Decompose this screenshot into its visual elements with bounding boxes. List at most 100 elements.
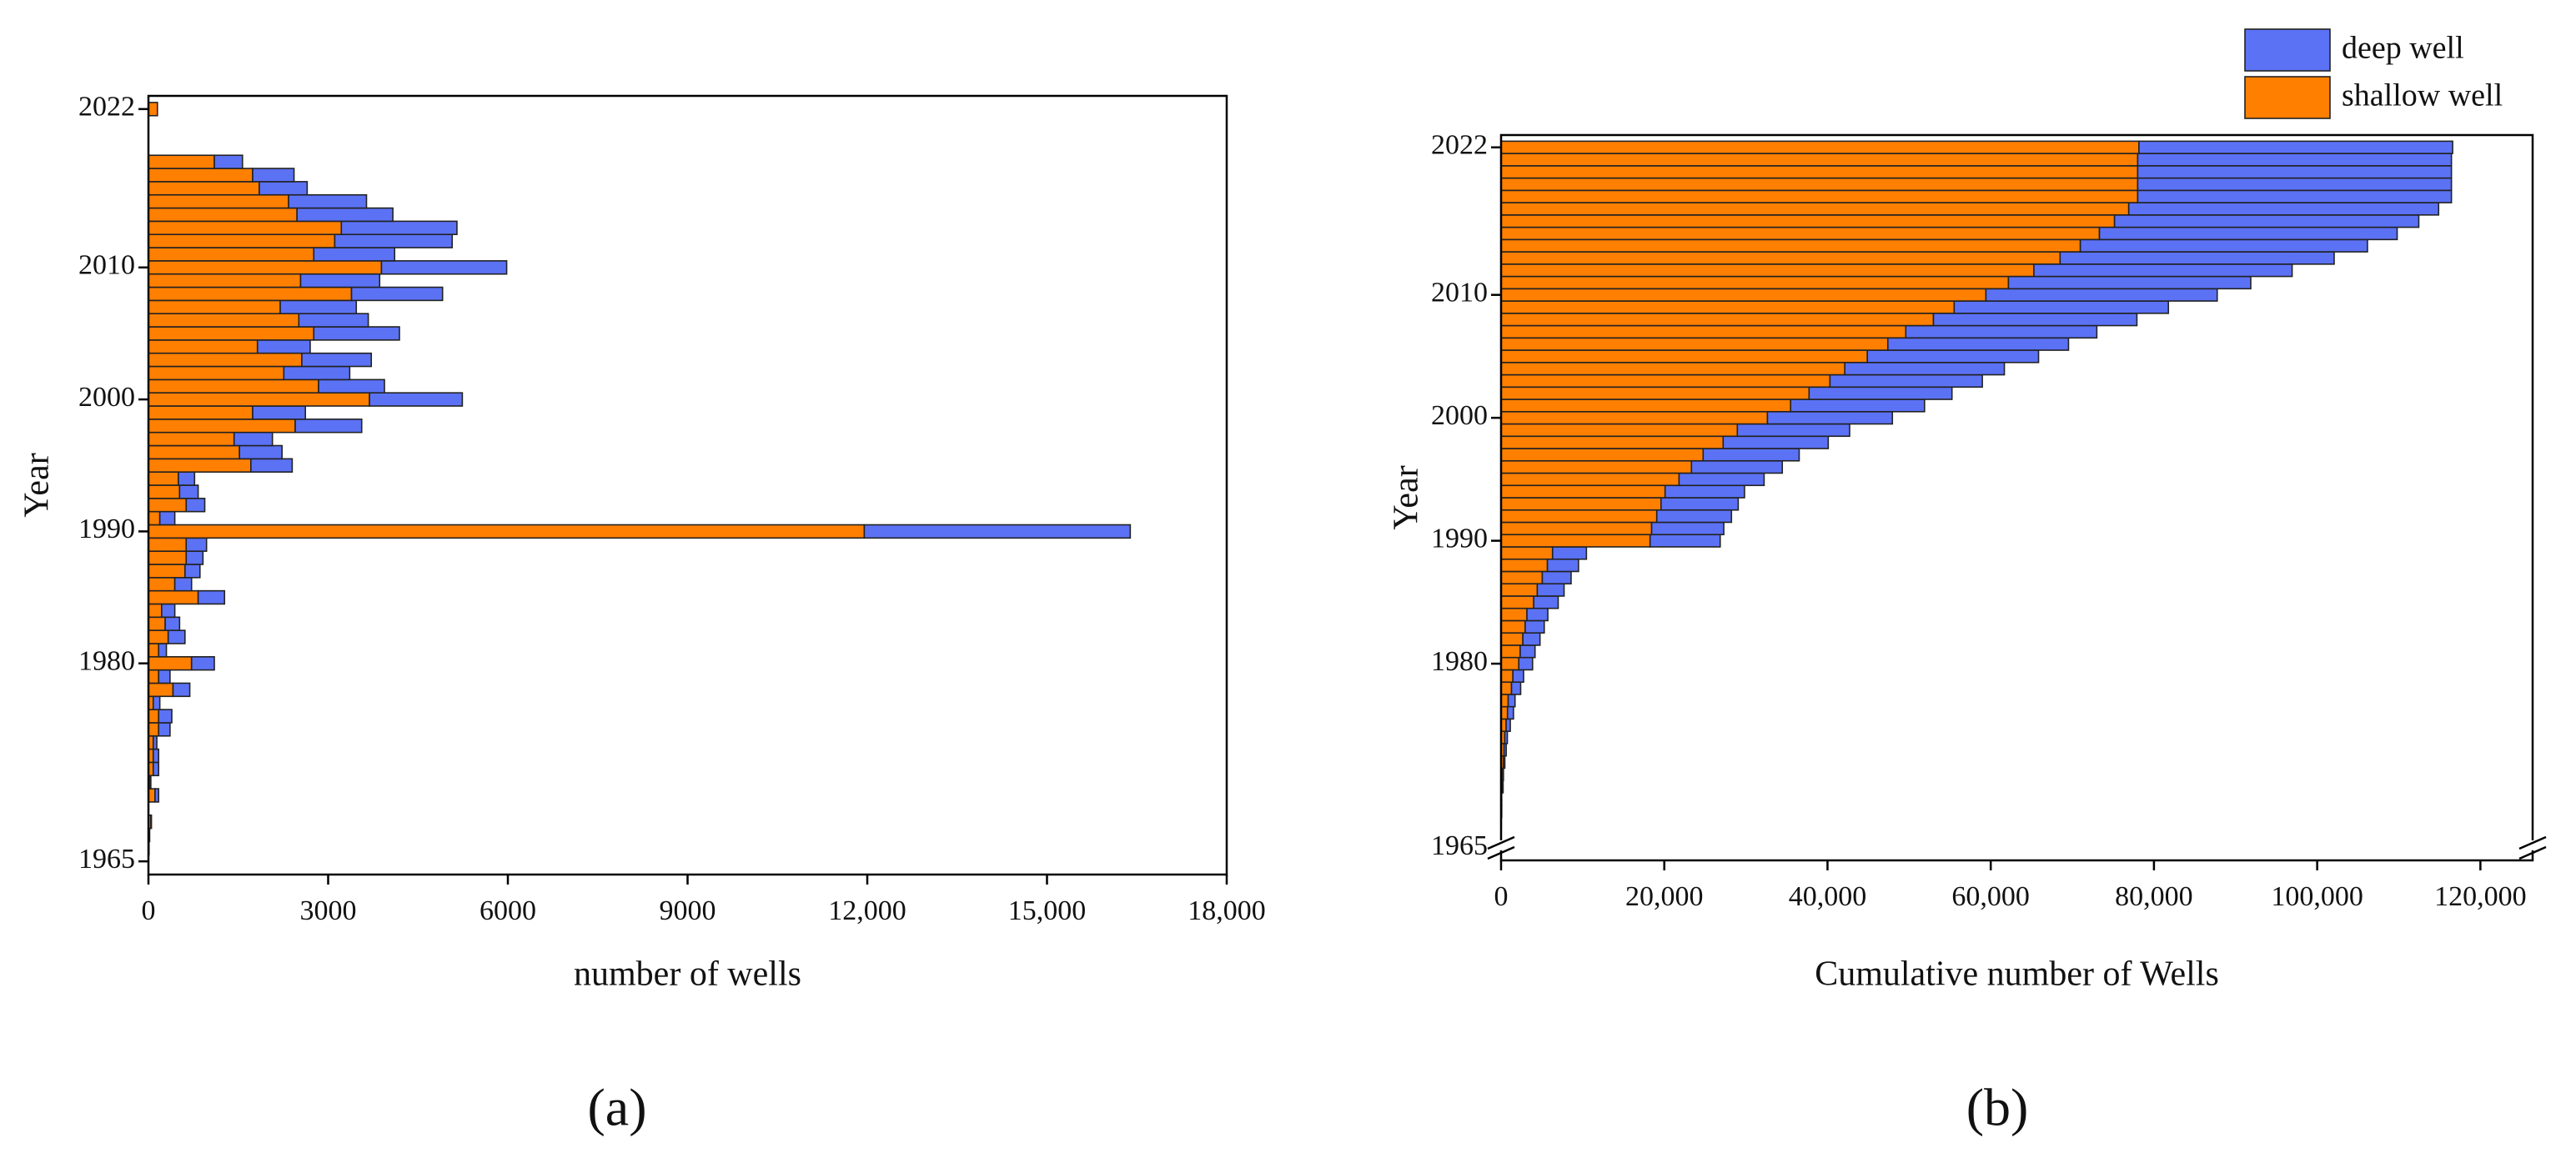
- bar-segment: [1507, 694, 1516, 708]
- bar-segment: [1500, 324, 1907, 339]
- bar-segment: [1985, 288, 2218, 302]
- y-tick-label: 1965: [78, 844, 135, 875]
- bar-segment: [1500, 410, 1769, 425]
- bar-segment: [1660, 497, 1740, 511]
- bar-segment: [1500, 153, 2139, 167]
- bar-segment: [1502, 767, 1504, 781]
- bar-segment: [167, 629, 186, 644]
- bar-segment: [1546, 558, 1579, 573]
- bar-segment: [1766, 410, 1894, 425]
- x-tick-label: 80,000: [2115, 881, 2193, 912]
- bar-segment: [1500, 214, 2116, 228]
- bar-segment: [1551, 546, 1588, 560]
- bar-segment: [148, 326, 315, 341]
- y-tick-label: 2000: [78, 382, 135, 413]
- x-tick-label: 3000: [300, 895, 357, 926]
- bar-segment: [158, 709, 173, 724]
- bar-segment: [1500, 189, 2139, 203]
- bar-segment: [1500, 607, 1528, 622]
- bar-segment: [149, 775, 152, 790]
- bar-segment: [1650, 521, 1725, 536]
- bar-segment: [1500, 595, 1534, 609]
- x-tick-label: 100,000: [2271, 881, 2363, 912]
- bar-segment: [1500, 238, 2081, 253]
- bar-segment: [152, 695, 161, 710]
- bar-segment: [1500, 140, 2140, 154]
- bar-segment: [1500, 632, 1524, 646]
- bar-segment: [313, 326, 400, 341]
- bar-segment: [252, 168, 295, 183]
- bar-segment: [148, 193, 289, 209]
- bar-segment: [1953, 300, 2170, 314]
- bar-segment: [154, 788, 160, 803]
- bar-segment: [150, 814, 153, 830]
- bar-segment: [318, 378, 385, 394]
- bar-segment: [1522, 632, 1541, 646]
- bar-segment: [1722, 435, 1830, 449]
- bar-segment: [1500, 619, 1526, 634]
- bar-segment: [1500, 583, 1539, 597]
- y-tick-label: 2022: [78, 92, 135, 123]
- bar-segment: [1500, 300, 1956, 314]
- bar-segment: [1500, 534, 1651, 548]
- bar-segment: [313, 247, 396, 262]
- bar-segment: [148, 471, 179, 486]
- bar-segment: [1500, 448, 1705, 462]
- bar-segment: [1501, 780, 1504, 794]
- bar-segment: [148, 524, 866, 539]
- bar-segment: [1886, 337, 2070, 351]
- bar-segment: [288, 193, 368, 209]
- bar-segment: [158, 669, 171, 684]
- y-tick-label: 2010: [1431, 277, 1488, 308]
- bar-segment: [164, 616, 181, 631]
- x-tick-label: 9000: [660, 895, 716, 926]
- bar-segment: [148, 313, 300, 328]
- bar-segment: [1736, 423, 1850, 438]
- bar-segment: [148, 392, 370, 407]
- bar-segment: [213, 154, 244, 169]
- legend-swatch: [2244, 28, 2331, 72]
- x-axis-label: number of wells: [574, 955, 801, 994]
- bar-segment: [1500, 644, 1521, 659]
- bar-segment: [158, 510, 176, 526]
- bar-segment: [1678, 472, 1765, 487]
- x-tick-label: 0: [1494, 881, 1509, 912]
- bar-segment: [369, 392, 464, 407]
- bar-segment: [2137, 177, 2453, 192]
- y-tick-label: 1990: [78, 514, 135, 544]
- bar-segment: [1500, 558, 1549, 573]
- bar-segment: [1808, 386, 1953, 400]
- bar-segment: [148, 444, 240, 460]
- bar-segment: [1518, 656, 1534, 671]
- bar-segment: [148, 365, 285, 381]
- panel-label: (a): [587, 1078, 646, 1137]
- bar-segment: [1655, 509, 1733, 524]
- bar-segment: [233, 431, 274, 447]
- x-tick-label: 15,000: [1008, 895, 1087, 926]
- bar-segment: [1500, 694, 1509, 708]
- legend-label: deep well: [2342, 31, 2464, 66]
- bar-segment: [197, 589, 226, 605]
- bar-segment: [1510, 681, 1522, 695]
- bar-segment: [2113, 214, 2420, 228]
- bar-segment: [1500, 313, 1935, 327]
- bar-segment: [1649, 534, 1721, 548]
- bar-segment: [152, 734, 158, 750]
- bar-segment: [1503, 743, 1507, 757]
- bar-segment: [2137, 165, 2453, 179]
- bar-segment: [148, 207, 298, 223]
- bar-segment: [148, 655, 193, 671]
- bar-segment: [294, 419, 363, 434]
- bar-segment: [1500, 275, 2010, 290]
- bar-segment: [152, 748, 160, 764]
- bar-segment: [259, 181, 309, 196]
- x-tick-label: 120,000: [2434, 881, 2527, 912]
- bar-segment: [2098, 226, 2398, 241]
- bar-segment: [148, 102, 158, 117]
- bar-segment: [148, 564, 186, 579]
- bar-segment: [1500, 669, 1514, 683]
- y-tick-label: 2022: [1431, 130, 1488, 161]
- bar-segment: [148, 378, 319, 394]
- bar-segment: [1932, 313, 2138, 327]
- bar-segment: [1506, 705, 1514, 720]
